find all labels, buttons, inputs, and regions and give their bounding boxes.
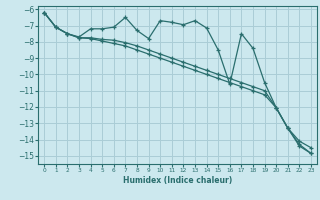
X-axis label: Humidex (Indice chaleur): Humidex (Indice chaleur) [123, 176, 232, 185]
